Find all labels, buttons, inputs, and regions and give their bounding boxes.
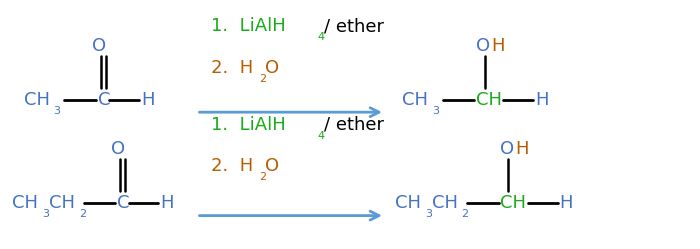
Text: O: O [265,157,279,175]
Text: CH: CH [24,91,50,109]
Text: O: O [500,140,514,158]
Text: / ether: / ether [323,116,384,133]
Text: / ether: / ether [323,17,384,35]
Text: 2: 2 [461,209,469,219]
Text: CH: CH [500,194,526,212]
Text: O: O [265,59,279,77]
Text: C: C [97,91,110,109]
Text: H: H [160,194,174,212]
Text: 1.  LiAlH: 1. LiAlH [211,116,286,133]
Text: H: H [559,194,573,212]
Text: H: H [515,140,528,158]
Text: O: O [111,140,125,158]
Text: 2: 2 [259,74,266,84]
Text: 3: 3 [54,106,61,116]
Text: 3: 3 [42,209,49,219]
Text: 2: 2 [79,209,86,219]
Text: 3: 3 [426,209,433,219]
Text: 1.  LiAlH: 1. LiAlH [211,17,286,35]
Text: O: O [92,37,106,55]
Text: H: H [535,91,548,109]
Text: 3: 3 [433,106,440,116]
Text: CH: CH [432,194,458,212]
Text: C: C [117,194,130,212]
Text: CH: CH [395,194,421,212]
Text: 2.  H: 2. H [211,157,253,175]
Text: O: O [476,37,490,55]
Text: H: H [141,91,154,109]
Text: CH: CH [49,194,75,212]
Text: CH: CH [476,91,502,109]
Text: CH: CH [12,194,38,212]
Text: 2: 2 [259,173,266,183]
Text: CH: CH [402,91,428,109]
Text: H: H [491,37,505,55]
Text: 4: 4 [317,130,324,141]
Text: 4: 4 [317,32,324,42]
Text: 2.  H: 2. H [211,59,253,77]
